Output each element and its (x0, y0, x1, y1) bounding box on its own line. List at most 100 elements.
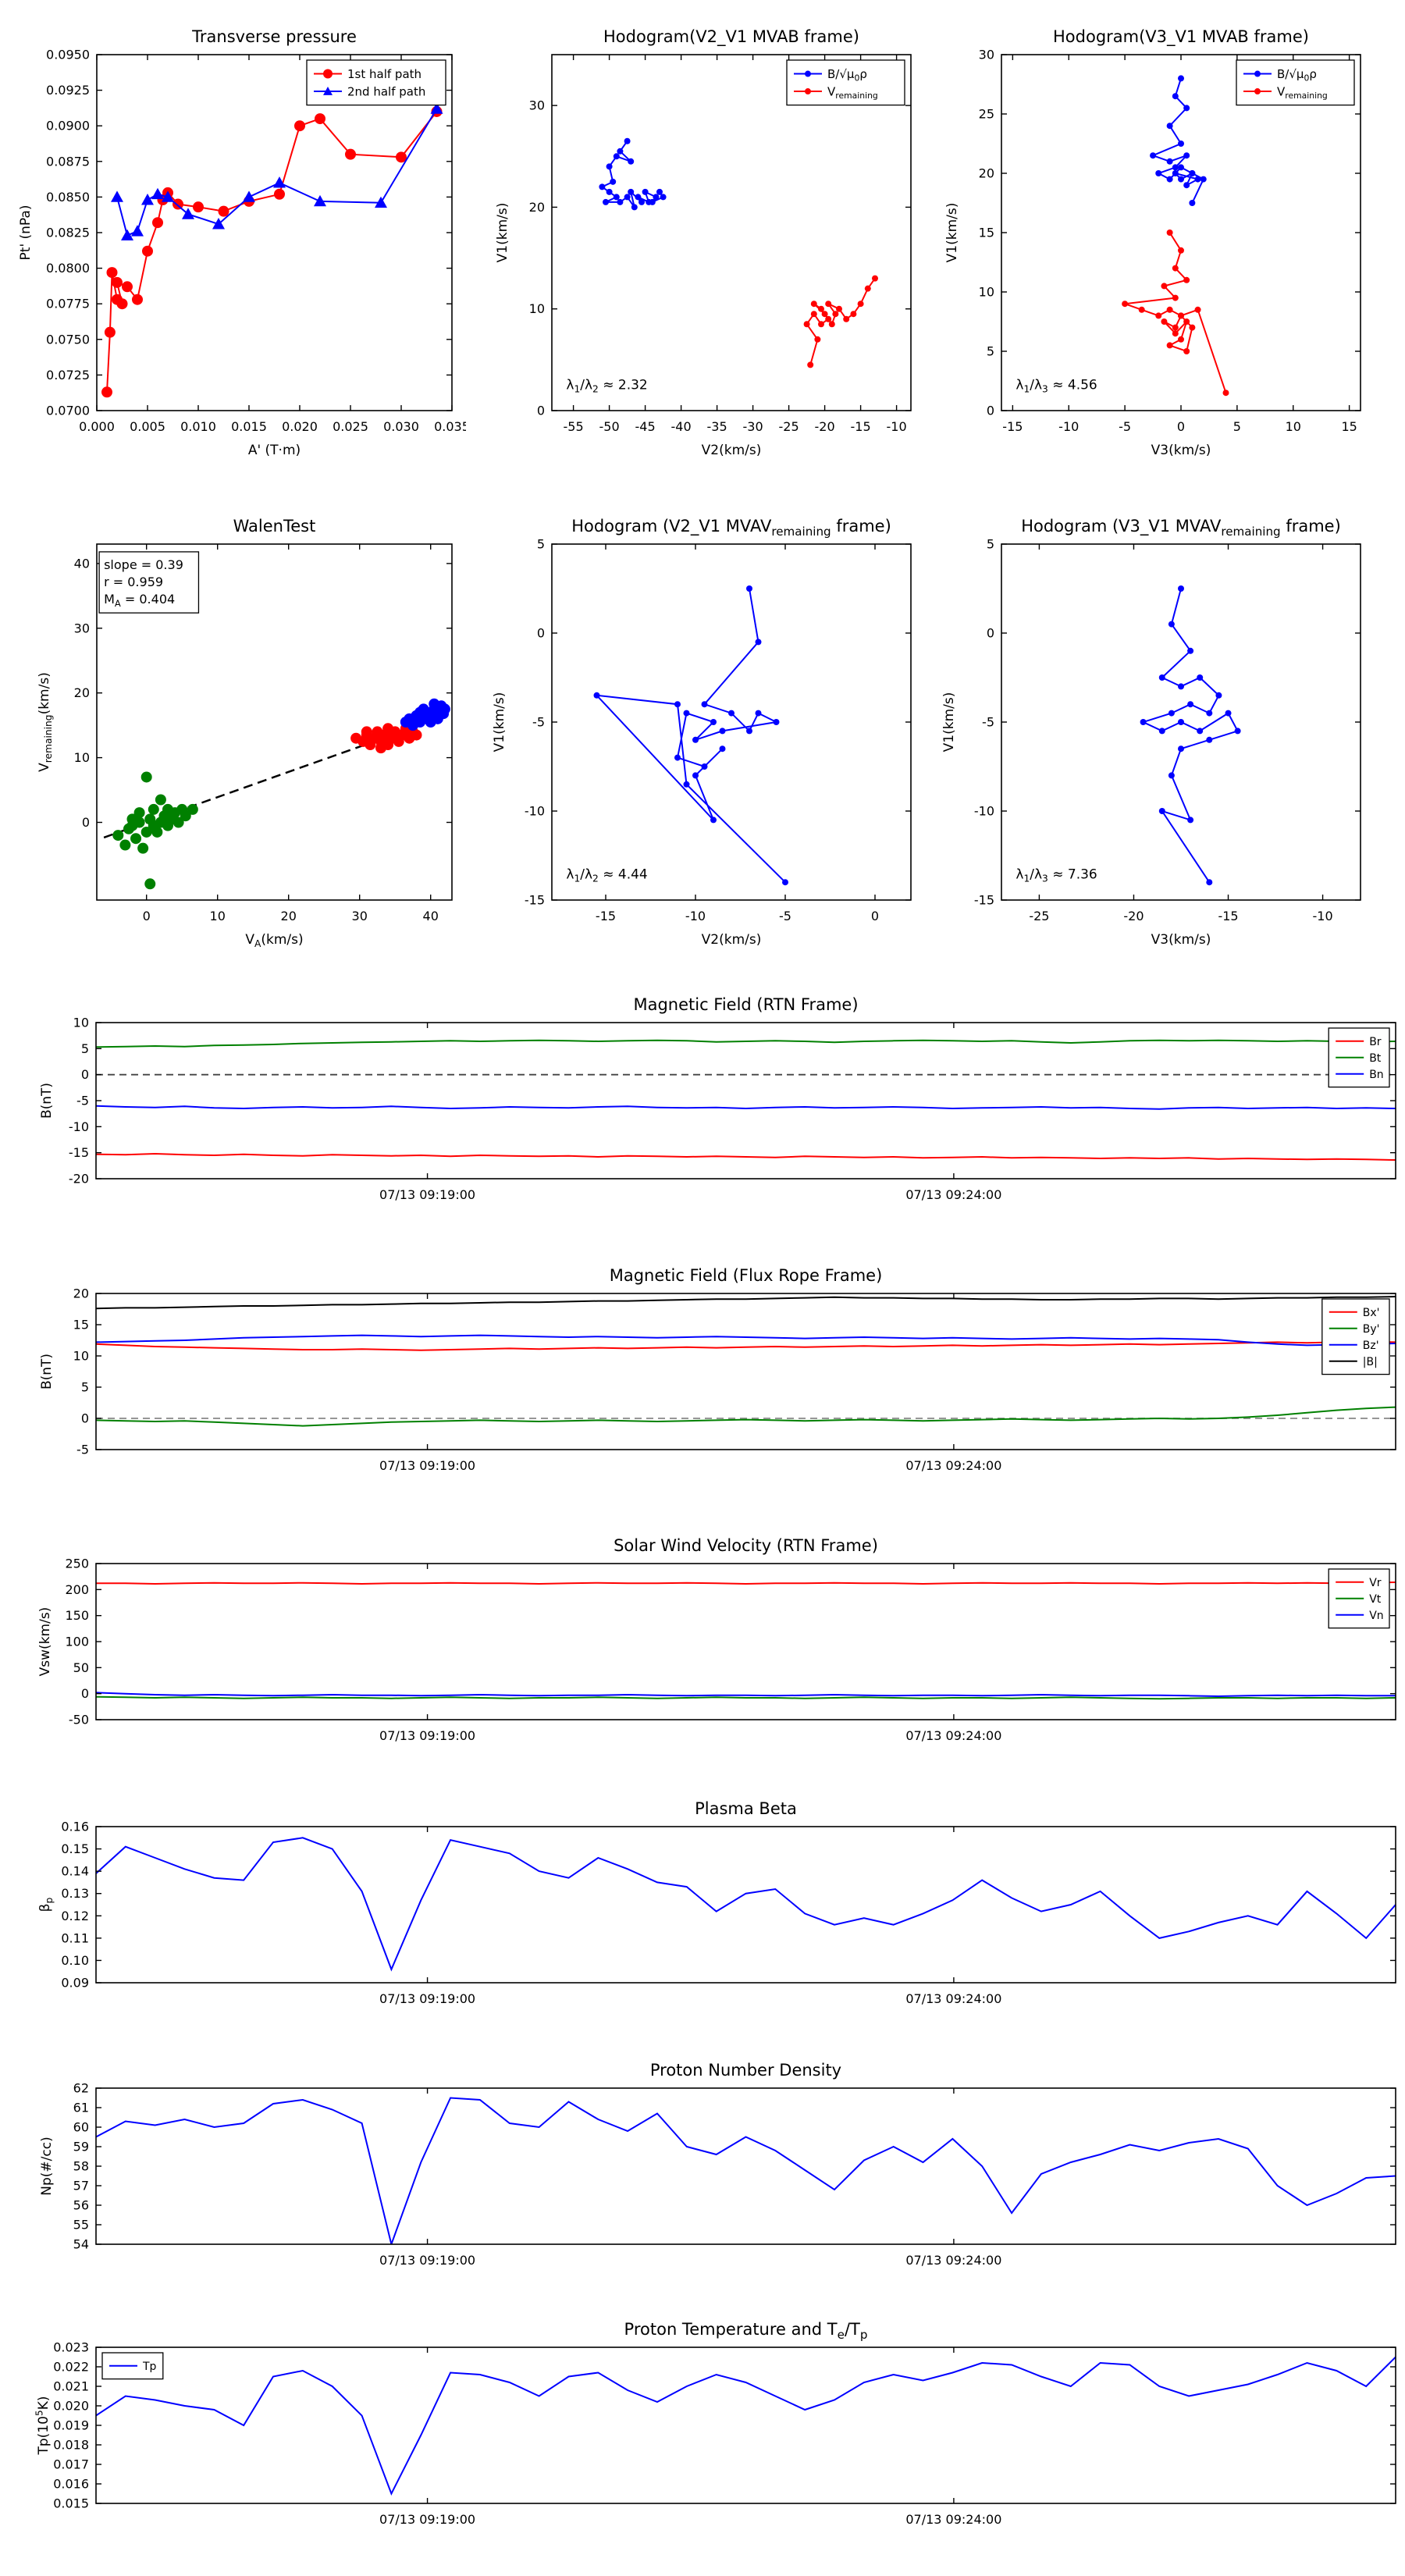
svg-text:15: 15 (979, 226, 994, 240)
svg-text:0: 0 (1177, 419, 1185, 434)
hodogram-v3v1-mvab-chart: -15 -10 -5 0 5 10 15 0 5 10 15 20 25 30 Hodogram(V3_V1… (927, 14, 1376, 482)
svg-text:r = 0.959: r = 0.959 (104, 575, 163, 589)
svg-text:0.0825: 0.0825 (46, 226, 90, 240)
svg-text:07/13 09:19:00: 07/13 09:19:00 (379, 1991, 475, 2006)
svg-text:0.018: 0.018 (53, 2438, 89, 2453)
svg-text:07/13 09:24:00: 07/13 09:24:00 (905, 1187, 1001, 1202)
svg-text:|B|: |B| (1363, 1356, 1378, 1368)
svg-text:0.0725: 0.0725 (46, 368, 90, 382)
svg-text:Hodogram (V2_V1 MVAVremaining: Hodogram (V2_V1 MVAVremaining frame) (571, 517, 891, 539)
svg-text:V3(km/s): V3(km/s) (1151, 932, 1211, 948)
svg-text:A' (T·m): A' (T·m) (248, 443, 301, 458)
svg-text:-5: -5 (76, 1094, 89, 1108)
svg-text:30: 30 (979, 48, 994, 62)
hodogram-v2v1-mvav-chart: -15 -10 -5 0 -15 -10 -5 0 5 Hodogram (V2_V1 MVAVr… (478, 503, 927, 972)
svg-text:-15: -15 (974, 893, 994, 908)
svg-text:V2(km/s): V2(km/s) (702, 443, 762, 458)
svg-text:0: 0 (987, 404, 994, 418)
plasma-beta-chart: 07/13 09:19:00 07/13 09:24:00 0.09 0.10 0.11… (22, 1784, 1405, 2041)
magnetic-field-rtn-chart: 07/13 09:19:00 07/13 09:24:00 -20 -15 -10 -5 0… (22, 980, 1405, 1237)
svg-text:0.017: 0.017 (53, 2457, 89, 2472)
svg-text:Solar Wind Velocity (RTN Frame: Solar Wind Velocity (RTN Frame) (614, 1536, 878, 1555)
svg-text:0.022: 0.022 (53, 2360, 89, 2375)
svg-text:0.015: 0.015 (231, 419, 267, 434)
svg-text:0.005: 0.005 (130, 419, 165, 434)
svg-text:0.020: 0.020 (282, 419, 318, 434)
svg-text:0.12: 0.12 (61, 1909, 89, 1923)
svg-text:0.0925: 0.0925 (46, 83, 90, 98)
svg-text:Hodogram(V2_V1 MVAB frame): Hodogram(V2_V1 MVAB frame) (603, 27, 859, 47)
svg-text:-50: -50 (69, 1713, 89, 1727)
svg-text:0.019: 0.019 (53, 2418, 89, 2433)
svg-text:-30: -30 (743, 419, 763, 434)
svg-text:-10: -10 (1313, 909, 1333, 923)
svg-text:0.11: 0.11 (61, 1930, 89, 1945)
svg-text:250: 250 (65, 1557, 89, 1571)
svg-text:5: 5 (1233, 419, 1241, 434)
svg-text:15: 15 (73, 1318, 89, 1332)
svg-text:10: 10 (74, 750, 90, 765)
svg-text:60: 60 (73, 2120, 89, 2135)
svg-text:-15: -15 (1218, 909, 1238, 923)
svg-text:57: 57 (73, 2179, 89, 2194)
svg-text:0.020: 0.020 (53, 2399, 89, 2414)
svg-text:20: 20 (281, 909, 297, 923)
svg-text:-5: -5 (982, 715, 994, 730)
solar-wind-velocity-chart: 07/13 09:19:00 07/13 09:24:00 -50 0 50 100 150… (22, 1521, 1405, 1778)
svg-text:0: 0 (143, 909, 151, 923)
svg-text:0.035: 0.035 (434, 419, 466, 434)
svg-text:0.0900: 0.0900 (46, 119, 90, 133)
svg-text:30: 30 (529, 98, 545, 113)
svg-text:5: 5 (987, 344, 994, 359)
svg-text:Hodogram(V3_V1 MVAB frame): Hodogram(V3_V1 MVAB frame) (1053, 27, 1309, 47)
svg-text:MA = 0.404: MA = 0.404 (104, 592, 175, 609)
svg-text:0: 0 (537, 404, 545, 418)
svg-text:Vt: Vt (1369, 1593, 1382, 1606)
svg-text:10: 10 (210, 909, 226, 923)
svg-text:V3(km/s): V3(km/s) (1151, 443, 1211, 458)
svg-text:5: 5 (81, 1380, 89, 1395)
svg-text:0.010: 0.010 (180, 419, 216, 434)
svg-text:20: 20 (529, 200, 545, 215)
svg-text:0: 0 (81, 1686, 89, 1701)
svg-text:-40: -40 (671, 419, 692, 434)
svg-text:-45: -45 (635, 419, 656, 434)
svg-text:λ1/λ2 ≈ 2.32: λ1/λ2 ≈ 2.32 (566, 378, 647, 395)
walen-test-chart: 0 10 20 30 40 0 10 20 30 40 WalenTest VA(km/s) Vrema… (17, 503, 466, 972)
svg-text:40: 40 (74, 556, 90, 571)
svg-text:Vr: Vr (1369, 1577, 1382, 1589)
svg-text:07/13 09:24:00: 07/13 09:24:00 (905, 1991, 1001, 2006)
svg-text:10: 10 (979, 285, 994, 300)
svg-text:Hodogram (V3_V1 MVAVremaining: Hodogram (V3_V1 MVAVremaining frame) (1021, 517, 1341, 539)
svg-text:62: 62 (73, 2081, 89, 2096)
svg-text:-25: -25 (779, 419, 799, 434)
svg-text:λ1/λ3 ≈ 4.56: λ1/λ3 ≈ 4.56 (1016, 378, 1097, 395)
svg-text:20: 20 (73, 1286, 89, 1301)
svg-text:-15: -15 (1002, 419, 1023, 434)
svg-text:B/√μ0ρ: B/√μ0ρ (827, 67, 867, 84)
svg-text:0: 0 (81, 1411, 89, 1426)
svg-text:10: 10 (73, 1016, 89, 1030)
svg-text:15: 15 (1341, 419, 1357, 434)
svg-text:Pt' (nPa): Pt' (nPa) (18, 205, 34, 261)
svg-text:40: 40 (423, 909, 439, 923)
svg-text:0.0700: 0.0700 (46, 404, 90, 418)
hodogram-v2v1-mvab-chart: -55 -50 -45 -40 -35 -30 -25 -20 -15 -10 0 10 20 30 Hod… (478, 14, 927, 482)
svg-text:50: 50 (73, 1660, 89, 1675)
svg-text:0: 0 (537, 626, 545, 641)
svg-text:-25: -25 (1029, 909, 1049, 923)
svg-text:0.0950: 0.0950 (46, 48, 90, 62)
svg-text:Vn: Vn (1369, 1610, 1383, 1622)
svg-text:V1(km/s): V1(km/s) (495, 203, 510, 263)
svg-text:-10: -10 (1058, 419, 1079, 434)
svg-text:V2(km/s): V2(km/s) (702, 932, 762, 948)
svg-text:B(nT): B(nT) (39, 1083, 55, 1119)
svg-text:Np(#/cc): Np(#/cc) (39, 2137, 55, 2195)
svg-text:0.10: 0.10 (61, 1953, 89, 1968)
svg-text:Vsw(km/s): Vsw(km/s) (37, 1607, 53, 1677)
svg-text:5: 5 (81, 1041, 89, 1056)
svg-text:56: 56 (73, 2198, 89, 2213)
svg-text:30: 30 (352, 909, 368, 923)
proton-density-chart: 07/13 09:19:00 07/13 09:24:00 54 55 56 57 58 59… (22, 2045, 1405, 2303)
svg-text:Bz': Bz' (1363, 1340, 1379, 1352)
